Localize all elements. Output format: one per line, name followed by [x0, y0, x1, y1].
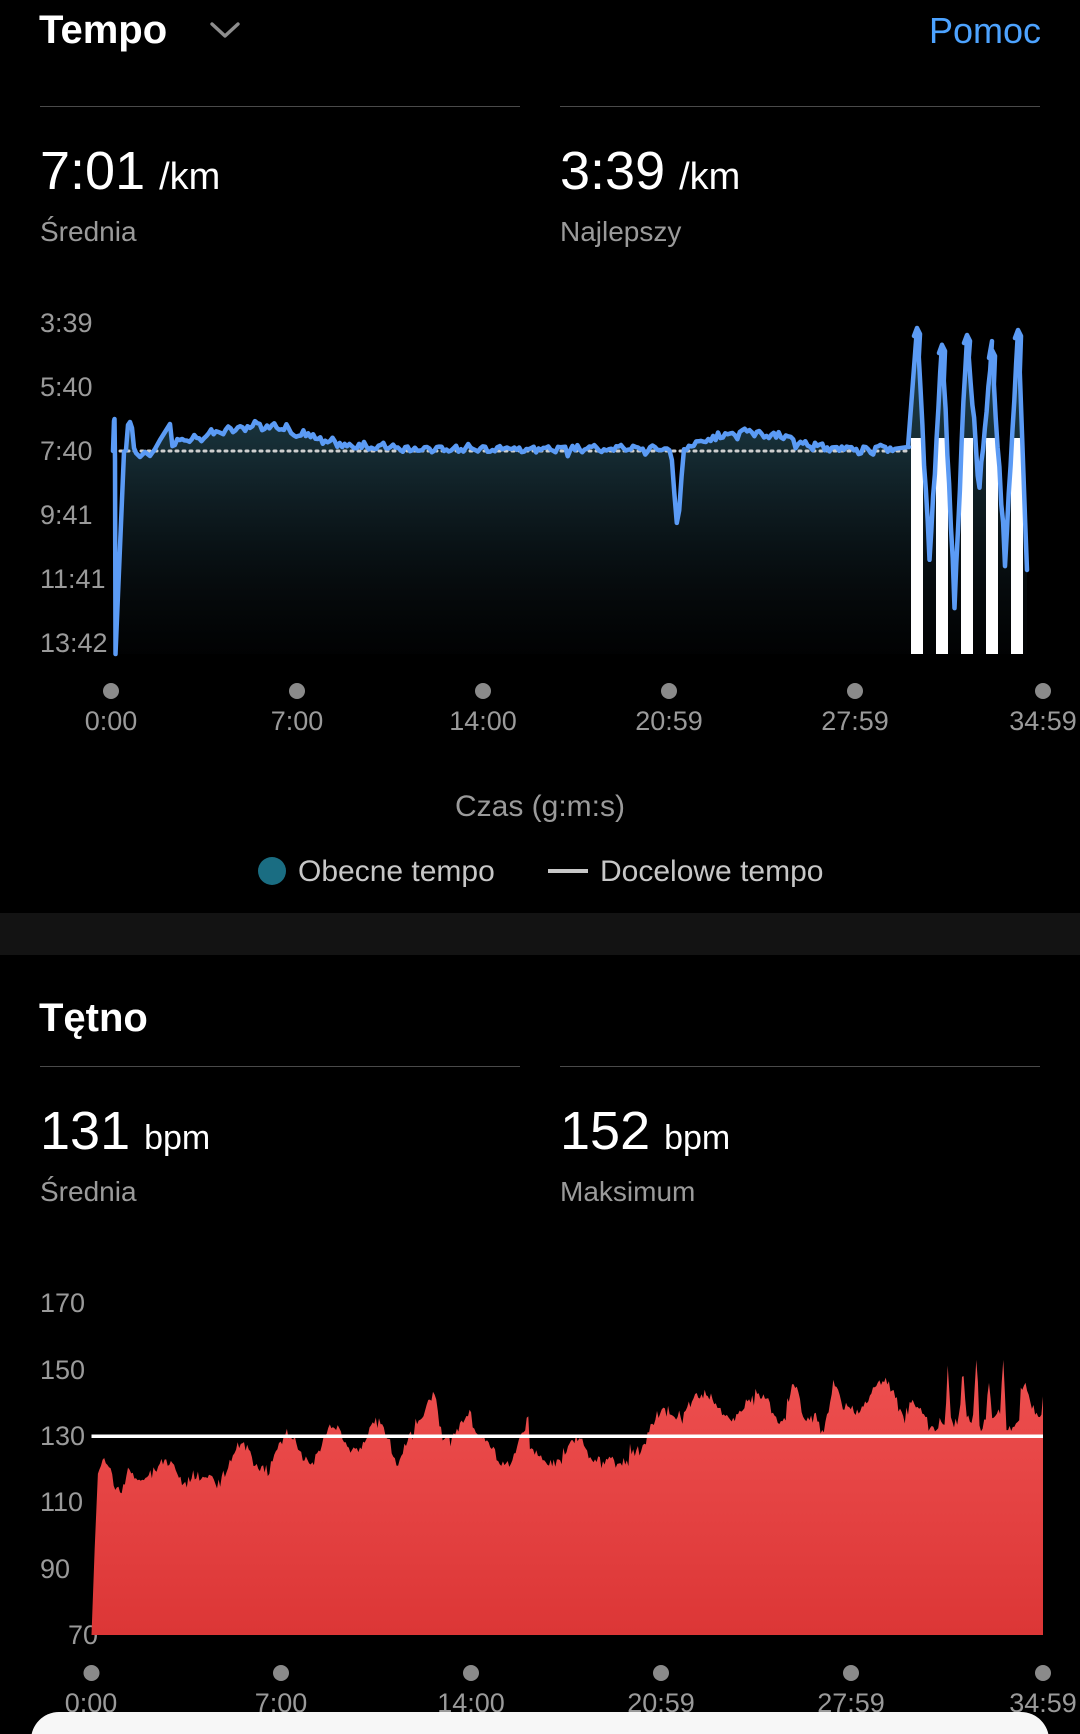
- svg-text:150: 150: [40, 1355, 85, 1385]
- svg-text:110: 110: [40, 1487, 83, 1517]
- svg-text:90: 90: [40, 1554, 70, 1584]
- svg-text:130: 130: [40, 1421, 85, 1451]
- svg-text:170: 170: [40, 1288, 85, 1318]
